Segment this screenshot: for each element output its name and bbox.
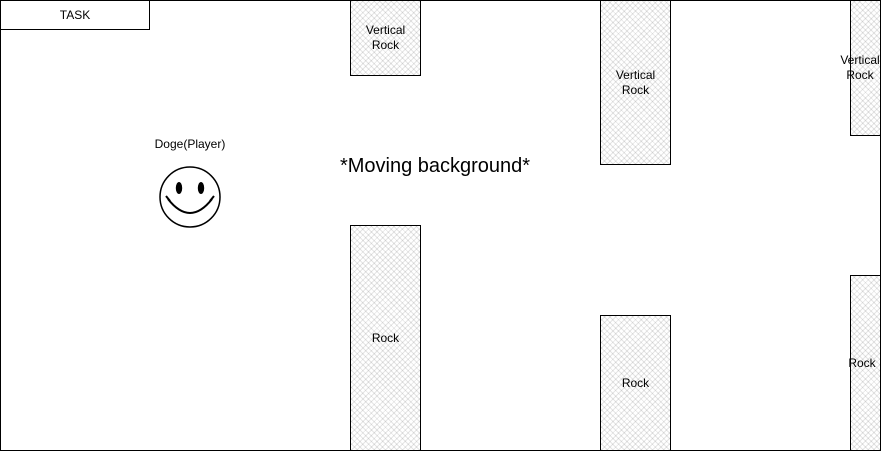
- vertical-rock-2: Vertical Rock: [600, 0, 671, 165]
- vertical-rock-1-label: Vertical Rock: [365, 23, 406, 52]
- vertical-rock-3: Vertical Rock: [840, 0, 881, 136]
- task-box: TASK: [0, 0, 150, 30]
- vertical-rock-3-label: Vertical Rock: [840, 53, 880, 82]
- task-label: TASK: [59, 8, 91, 22]
- rock-2-label: Rock: [621, 375, 650, 390]
- smiley-face-icon: [159, 166, 221, 228]
- moving-background-label: *Moving background*: [339, 154, 531, 177]
- player-label: Doge(Player): [154, 137, 226, 151]
- rock-2: Rock: [600, 315, 671, 451]
- rock-3-label: Rock: [848, 355, 876, 370]
- vertical-rock-2-label: Vertical Rock: [615, 67, 656, 97]
- rock-1-label: Rock: [371, 330, 400, 345]
- rock-1: Rock: [350, 225, 421, 451]
- vertical-rock-1: Vertical Rock: [350, 0, 421, 76]
- rock-3: Rock: [848, 275, 881, 451]
